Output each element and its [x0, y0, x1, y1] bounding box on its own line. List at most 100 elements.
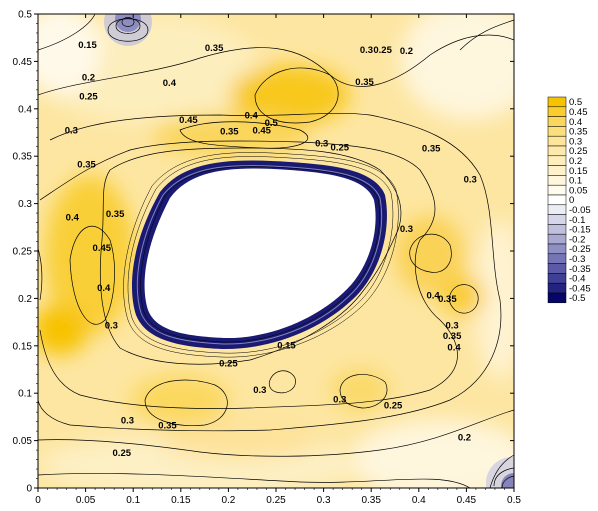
legend-swatch [547, 263, 567, 274]
y-tick-label: 0 [26, 484, 32, 495]
contour-label: 0.25 [331, 143, 350, 154]
legend-label: 0.15 [569, 166, 588, 177]
contour-label: 0.4 [66, 213, 80, 224]
legend-swatch [547, 155, 567, 166]
contour-label: 0.5 [265, 118, 279, 129]
legend-swatch [547, 282, 567, 294]
legend-label: 0.4 [569, 117, 582, 128]
contour-label: 0.3 [446, 321, 459, 332]
x-tick-label: 0.25 [266, 495, 286, 506]
legend-swatch [547, 126, 567, 137]
legend-label: 0.45 [569, 107, 588, 118]
x-tick-label: 0.45 [457, 495, 477, 506]
legend-swatch [547, 145, 567, 157]
x-tick-label: 0.05 [76, 495, 96, 506]
legend-label: -0.15 [569, 225, 591, 236]
contour-label: 0.25 [79, 91, 98, 102]
y-axis: 00.050.10.150.20.250.30.350.40.450.5 [13, 10, 514, 495]
contour-label: 0.4 [447, 343, 461, 354]
x-axis: 0 0.05 0.1 0.15 0.2 0.25 0.3 0.35 0.4 0.45 0.5 [35, 14, 521, 506]
x-tick-label: 0.3 [317, 495, 331, 506]
legend-label: -0.05 [569, 205, 591, 216]
legend-swatch [547, 204, 567, 215]
legend-label: 0.1 [569, 176, 582, 187]
legend-label: -0.45 [569, 283, 591, 294]
legend-label: 0 [569, 195, 574, 206]
y-tick-label: 0.05 [13, 436, 33, 447]
contour-label: 0.15 [277, 341, 296, 352]
contour-label: 0.35 [106, 209, 125, 220]
contour-label: 0.4 [97, 283, 111, 294]
legend-label: -0.5 [569, 293, 585, 304]
legend-swatch [547, 194, 567, 206]
contour-label: 0.35 [77, 160, 96, 171]
hole-contours [123, 152, 399, 358]
y-tick-label: 0.3 [18, 199, 32, 210]
x-tick-label: 0 [35, 495, 41, 506]
legend-label: 0.25 [569, 146, 588, 157]
legend-swatch [547, 184, 567, 196]
contour-label: 0.45 [93, 243, 112, 254]
legend-swatch [547, 214, 567, 225]
legend-label: 0.35 [569, 127, 588, 138]
legend-label: 0.05 [569, 185, 588, 196]
y-tick-label: 0.4 [18, 104, 32, 115]
contour-label: 0.3 [121, 416, 134, 427]
x-tick-label: 0.1 [126, 495, 140, 506]
color-legend: 0.50.450.40.350.30.250.20.150.10.050-0.0… [547, 96, 591, 304]
contour-label: 0.35 [443, 331, 462, 342]
y-tick-label: 0.15 [13, 341, 33, 352]
legend-label: -0.2 [569, 234, 585, 245]
legend-label: -0.4 [569, 274, 585, 285]
contour-label: 0.3 [253, 385, 266, 396]
contour-label: 0.25 [384, 400, 403, 411]
contour-label: 0.4 [163, 78, 177, 89]
contour-field [38, 14, 514, 488]
contour-label: 0.25 [219, 359, 238, 370]
legend-swatch [547, 233, 567, 245]
y-tick-label: 0.25 [13, 247, 33, 258]
contour-label: 0.2 [458, 433, 471, 444]
legend-swatch [547, 273, 567, 284]
contour-label: 0.15 [78, 40, 97, 51]
contour-label: 0.45 [252, 125, 271, 136]
contour-label: 0.2 [400, 46, 413, 57]
x-tick-label: 0.35 [361, 495, 381, 506]
contour-labels: 0.15 0.350.20.3 0.25 0.20.40.250.350.45 0.40… [65, 40, 477, 459]
contour-label: 0.35 [355, 77, 374, 88]
contour-label: 0.3 [65, 125, 78, 136]
legend-label: -0.1 [569, 215, 585, 226]
contour-label: 0.35 [158, 420, 177, 431]
contour-label: 0.3 [315, 139, 328, 150]
legend-swatch [547, 135, 567, 147]
y-tick-label: 0.45 [13, 57, 33, 68]
y-tick-label: 0.2 [18, 294, 32, 305]
legend-swatch [547, 116, 567, 127]
contour-label: 0.3 [400, 224, 413, 235]
legend-swatch [547, 106, 567, 117]
legend-label: 0.5 [569, 97, 582, 108]
x-tick-label: 0.2 [221, 495, 235, 506]
y-tick-label: 0.5 [18, 10, 32, 21]
contour-lines [38, 14, 514, 488]
legend-swatch [547, 292, 567, 304]
x-tick-label: 0.4 [412, 495, 426, 506]
legend-swatch [547, 165, 567, 176]
contour-label: 0.35 [205, 43, 224, 54]
legend-label: 0.2 [569, 156, 582, 167]
contour-label: 0.35 [220, 126, 239, 137]
legend-label: 0.3 [569, 136, 582, 147]
y-tick-label: 0.1 [18, 389, 32, 400]
legend-label: -0.25 [569, 244, 591, 255]
y-tick-label: 0.35 [13, 152, 33, 163]
legend-swatch [547, 224, 567, 235]
contour-label: 0.3 [360, 45, 373, 56]
legend-swatch [547, 243, 567, 255]
x-tick-label: 0.15 [171, 495, 191, 506]
contour-label: 0.3 [464, 175, 477, 186]
contour-label: 0.3 [105, 321, 118, 332]
contour-label: 0.4 [245, 110, 259, 121]
contour-label: 0.45 [179, 115, 198, 126]
contour-label: 0.25 [373, 45, 392, 56]
